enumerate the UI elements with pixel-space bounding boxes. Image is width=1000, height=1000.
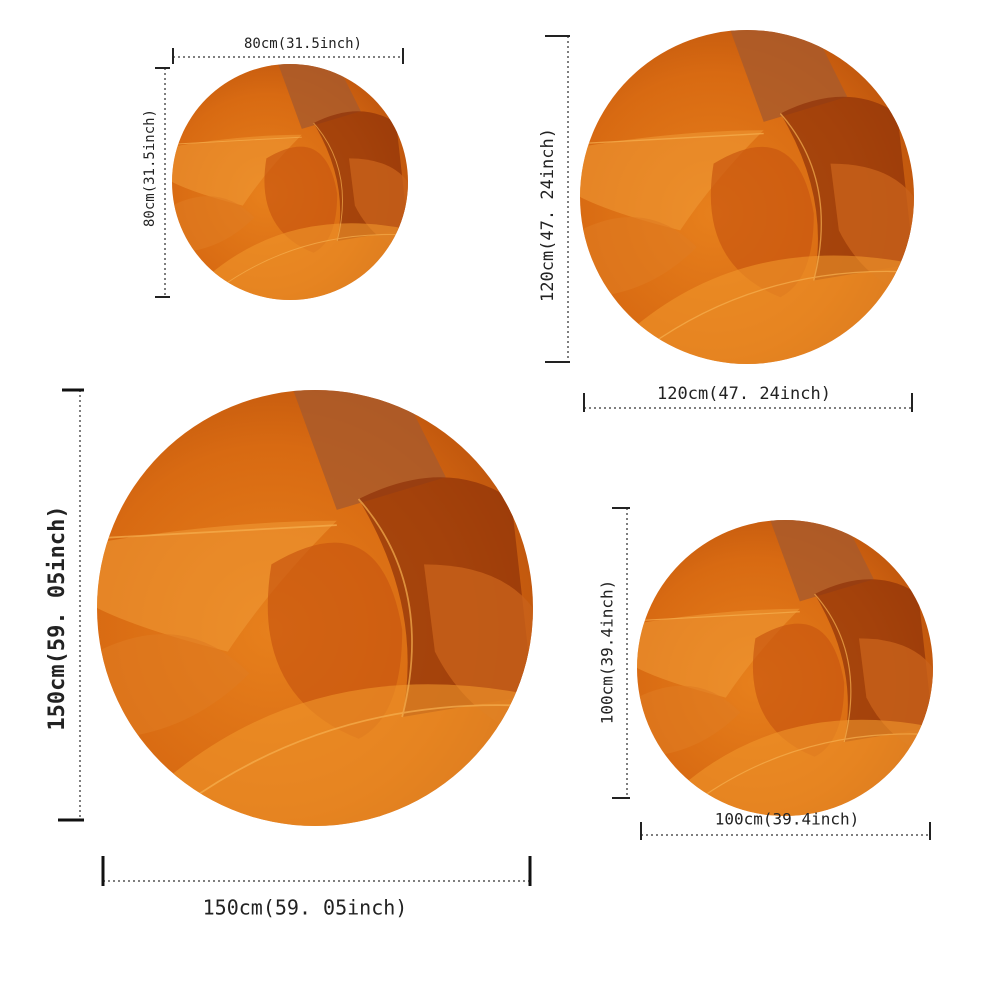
width-label: 80cm(31.5inch) <box>244 36 362 52</box>
rug-image <box>97 390 533 826</box>
height-label: 100cm(39.4inch) <box>598 580 617 725</box>
width-label: 150cm(59. 05inch) <box>203 896 408 920</box>
height-label: 80cm(31.5inch) <box>142 109 158 227</box>
width-label: 100cm(39.4inch) <box>715 810 860 829</box>
width-label: 120cm(47. 24inch) <box>657 384 831 404</box>
height-label: 120cm(47. 24inch) <box>538 128 558 302</box>
height-label: 150cm(59. 05inch) <box>45 505 70 730</box>
rug-image <box>580 30 914 364</box>
rug-image <box>172 64 408 300</box>
rug-image <box>637 520 933 816</box>
